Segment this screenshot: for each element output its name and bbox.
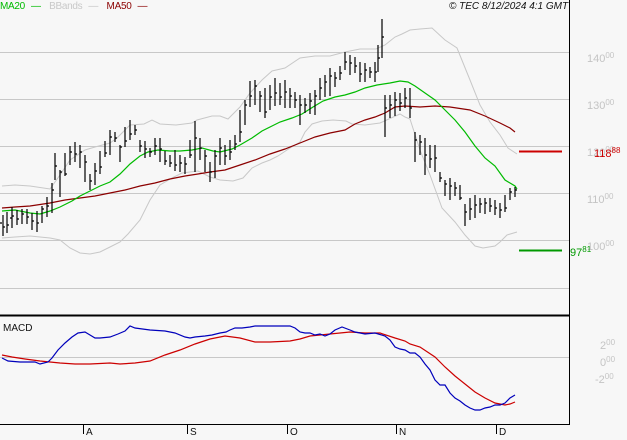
macd-tick-neg200: -200 [595,372,614,386]
tick-main: -2 [595,374,605,386]
legend-ma50: MA50 [106,1,132,12]
macd-title: MACD [3,323,33,334]
tick-dec: 00 [605,51,615,60]
ma50-line [1,105,516,209]
legend-ma20-swatch: — [30,1,41,12]
month-label-sep: S [190,427,197,438]
tick-main: 130 [587,100,606,112]
tick-dec: 00 [605,239,615,248]
macd-tick-0: 000 [600,355,615,369]
legend-ma20: MA20 [0,1,25,12]
tick-main: 100 [587,241,606,253]
price-tick-130: 13000 [587,98,614,112]
month-ticks [83,425,497,434]
month-label-nov: N [399,427,407,438]
legend-bbands: BBands [49,1,83,12]
price-tick-140: 14000 [587,51,614,65]
tag-dec: 88 [611,146,621,155]
tick-main: 2 [600,340,607,352]
price-tick-110: 11000 [587,192,613,206]
tick-dec: 00 [604,372,614,381]
bollinger-bands [1,27,518,255]
tick-dec: 00 [606,338,616,347]
month-label-dec: D [499,427,507,438]
macd-tick-200: 200 [600,338,615,352]
tick-main: 140 [587,53,606,65]
month-label-aug: A [86,427,93,438]
month-label-oct: O [290,427,298,438]
tick-dec: 00 [606,355,616,364]
tick-dec: 00 [605,145,615,154]
price-tick-120: 12000 [587,145,614,159]
chart-legend: MA20 — BBands — MA50 — [0,1,153,12]
macd-signal-line [1,331,516,406]
tick-main: 0 [600,357,607,369]
legend-ma50-swatch: — [137,1,148,12]
tick-dec: 00 [605,98,615,107]
support-price-tag: 9781 [570,245,591,259]
price-tick-100: 10000 [587,239,614,253]
tag-dec: 81 [582,245,592,254]
price-bars [0,19,517,236]
resistance-price-tag: 11888 [594,146,620,160]
ma20-line [1,80,518,215]
tick-dec: 00 [604,192,614,201]
legend-bbands-swatch: — [88,1,99,12]
copyright-timestamp: © TEC 8/12/2024 4:1 GMT [449,1,569,12]
macd-line [1,325,516,411]
tag-main: 118 [594,148,612,160]
tick-main: 120 [587,147,606,159]
tick-main: 110 [587,194,605,206]
tag-main: 97 [570,247,583,259]
